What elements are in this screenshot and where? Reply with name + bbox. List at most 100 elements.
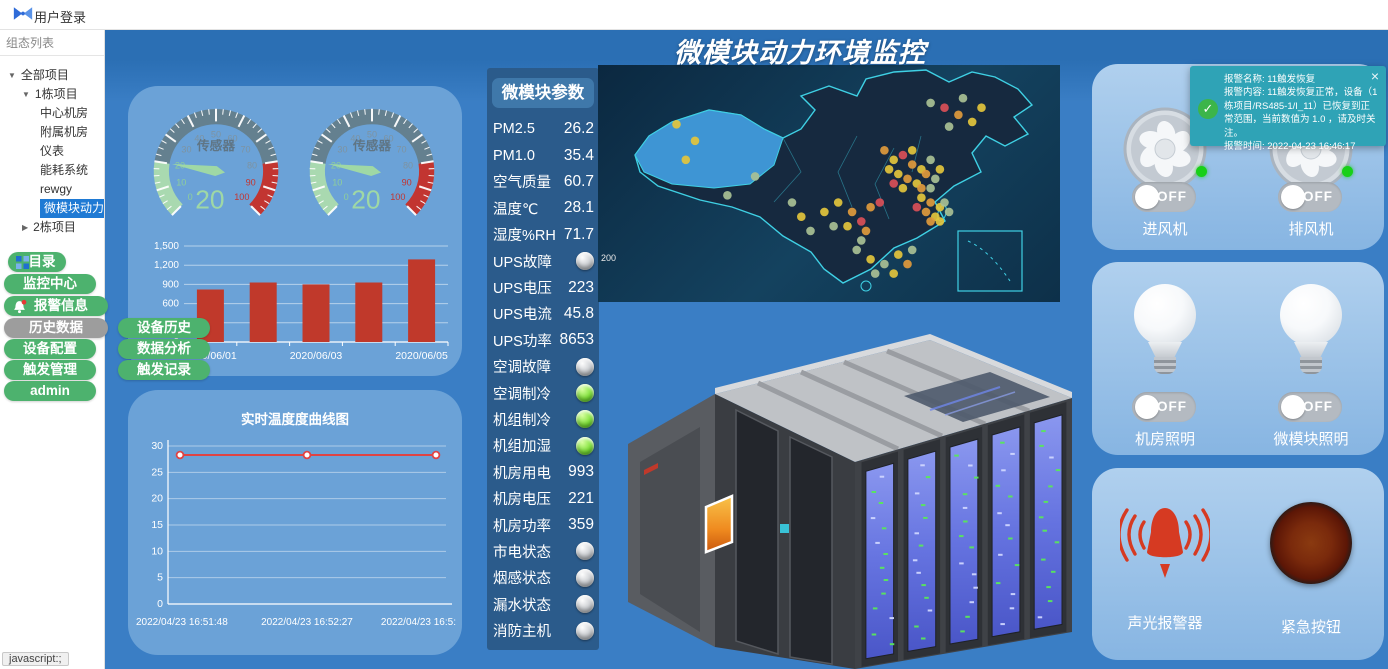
param-row: 消防主机	[487, 617, 599, 643]
tree-item-7[interactable]: 微模块动力环境	[0, 199, 104, 218]
tree-item-0[interactable]: ▼ 全部项目	[0, 66, 104, 85]
svg-text:20: 20	[351, 185, 380, 215]
intake-fan-toggle[interactable]: OFF	[1132, 182, 1196, 212]
param-row: 市电状态	[487, 538, 599, 564]
svg-text:5: 5	[157, 572, 163, 584]
room-light-group: OFF 机房照明	[1092, 262, 1238, 455]
status-orb-gray	[576, 357, 594, 376]
submenu-item-2[interactable]: 触发记录	[118, 360, 210, 380]
svg-text:1,200: 1,200	[154, 260, 179, 271]
map-data-dots	[672, 93, 986, 278]
tree-item-label: 附属机房	[40, 125, 89, 139]
submenu-item-0[interactable]: 设备历史	[118, 318, 210, 338]
svg-text:0: 0	[188, 192, 193, 202]
param-label: UPS电流	[493, 307, 552, 324]
bulb-icon	[1134, 284, 1196, 346]
param-row: 机组制冷	[487, 406, 599, 432]
menu-item-5[interactable]: 触发管理	[4, 360, 96, 380]
svg-text:80: 80	[247, 160, 257, 170]
tree-item-3[interactable]: 附属机房	[0, 123, 104, 142]
status-orb-green	[576, 410, 594, 429]
close-icon[interactable]: ×	[1370, 68, 1379, 84]
svg-text:60: 60	[383, 134, 393, 144]
temperature-panel: 实时温度度曲线图 0 5 10 15 20 25 30 2022/04/23 16:51:48…	[128, 390, 462, 655]
submenu-item-1[interactable]: 数据分析	[118, 339, 210, 359]
menu-item-4[interactable]: 设备配置	[4, 339, 96, 359]
param-value: 223	[568, 278, 594, 296]
param-row: 漏水状态	[487, 591, 599, 617]
svg-text:30: 30	[181, 145, 191, 155]
param-row: UPS电流 45.8	[487, 301, 599, 327]
param-value: 45.8	[563, 304, 594, 322]
param-label: 空调制冷	[493, 386, 551, 403]
emergency-button[interactable]	[1270, 502, 1352, 584]
menu-item-2[interactable]: 报警信息	[4, 296, 108, 316]
menu-item-0[interactable]: 目录	[8, 252, 66, 272]
param-label: UPS功率	[493, 333, 552, 350]
svg-text:90: 90	[246, 177, 256, 187]
toggle-state-label: OFF	[1303, 189, 1333, 204]
param-label: 市电状态	[493, 544, 551, 561]
bulb-screw	[1154, 357, 1176, 374]
status-orb-gray	[576, 568, 594, 587]
tree-item-label: 中心机房	[40, 106, 89, 120]
svg-text:2022/04/23 16:51:48: 2022/04/23 16:51:48	[136, 617, 228, 628]
status-orb-gray	[576, 621, 594, 640]
menu-item-label: admin	[30, 383, 70, 398]
tree-item-1[interactable]: ▼ 1栋项目	[0, 85, 104, 104]
svg-text:25: 25	[151, 466, 163, 478]
exhaust-fan-toggle[interactable]: OFF	[1278, 182, 1342, 212]
sidebar-header: 组态列表	[0, 30, 104, 56]
svg-text:600: 600	[162, 299, 179, 310]
sensor-gauge-left: 0102030405060708090100传感器20	[153, 108, 279, 216]
tree-expander-icon[interactable]: ▼	[22, 90, 30, 99]
toggle-state-label: OFF	[1157, 189, 1187, 204]
highlighted-province	[634, 109, 784, 189]
tree-item-8[interactable]: ▶ 2栋项目	[0, 218, 104, 237]
tree-item-label: 仪表	[40, 144, 65, 158]
tree-item-2[interactable]: 中心机房	[0, 104, 104, 123]
fan-icon	[1123, 107, 1207, 191]
param-row: 温度℃ 28.1	[487, 195, 599, 221]
room-light-toggle[interactable]: OFF	[1132, 392, 1196, 422]
svg-text:50: 50	[367, 130, 377, 140]
alarm-panel: 声光报警器 紧急按钮	[1092, 468, 1384, 660]
svg-text:10: 10	[176, 177, 186, 187]
svg-text:20: 20	[195, 185, 224, 215]
user-login-link[interactable]: 用户登录	[34, 10, 87, 25]
module-light-label: 微模块照明	[1273, 431, 1349, 448]
param-label: 湿度%RH	[493, 228, 556, 245]
menu-item-3[interactable]: 历史数据	[4, 318, 108, 338]
param-row: UPS电压 223	[487, 274, 599, 300]
module-light-toggle[interactable]: OFF	[1278, 392, 1342, 422]
param-label: 机房用电	[493, 465, 551, 482]
tree-item-4[interactable]: 仪表	[0, 142, 104, 161]
bulb-screw	[1300, 357, 1322, 374]
menu-item-admin[interactable]: admin	[4, 381, 96, 401]
param-label: PM1.0	[493, 147, 535, 164]
tree-item-label: 能耗系统	[40, 163, 89, 177]
tree-item-5[interactable]: 能耗系统	[0, 161, 104, 180]
sensor-gauge-right: 0102030405060708090100传感器20	[309, 108, 435, 216]
svg-text:0: 0	[344, 192, 349, 202]
tree-item-6[interactable]: rewgy	[0, 180, 104, 199]
param-row: UPS功率 8653	[487, 327, 599, 353]
room-light-label: 机房照明	[1134, 431, 1195, 448]
bell-icon	[12, 299, 27, 320]
param-row: 机房电压 221	[487, 485, 599, 511]
menu-item-label: 设备配置	[23, 341, 77, 356]
menu-item-1[interactable]: 监控中心	[4, 274, 96, 294]
toast-body: 报警名称: 11触发恢复 报警内容: 11触发恢复正常，设备（1栋项目/RS48…	[1224, 73, 1378, 154]
toggle-knob	[1281, 185, 1305, 209]
menu-item-label: 触发管理	[23, 362, 77, 377]
svg-text:900: 900	[162, 279, 179, 290]
tree-expander-icon[interactable]: ▼	[8, 71, 16, 80]
param-label: 空气质量	[493, 175, 551, 192]
toast-alarm-name: 报警名称: 11触发恢复	[1224, 74, 1316, 85]
tree-item-label: 2栋项目	[33, 220, 76, 234]
param-label: 漏水状态	[493, 597, 551, 614]
param-label: UPS故障	[493, 254, 552, 271]
tree-expander-icon[interactable]: ▶	[22, 223, 29, 232]
